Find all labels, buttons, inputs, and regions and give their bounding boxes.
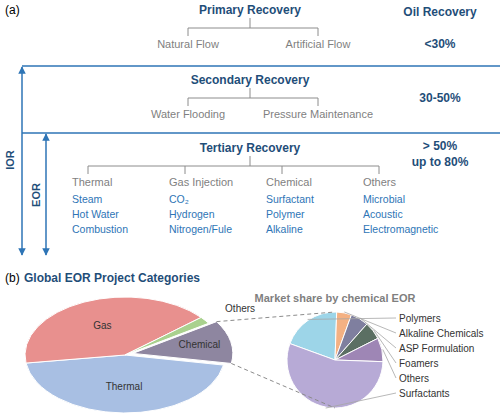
branch-label: Chemical [266, 176, 312, 188]
branch-label: Natural Flow [157, 38, 219, 50]
tree-bar [88, 166, 379, 167]
tree-stem [250, 88, 251, 98]
chart-title: Global EOR Project Categories [24, 271, 200, 285]
column-header: Oil Recovery [403, 5, 477, 19]
leader-line [383, 349, 396, 378]
slice-label: Others [399, 373, 429, 384]
slice-label: Others [225, 303, 255, 314]
panel-label: (b) [5, 271, 20, 285]
connector [231, 363, 335, 408]
leader-line [326, 393, 396, 408]
recovery-range: up to 80% [412, 155, 469, 169]
leader-line [360, 318, 396, 348]
tree-drop [88, 166, 89, 174]
slice-label: Foamers [399, 358, 438, 369]
branch-label: Pressure Maintenance [263, 108, 373, 120]
pie-slices [287, 312, 383, 408]
ior-label: IOR [4, 150, 16, 170]
method-item: Microbial [363, 193, 405, 205]
method-item: Polymer [266, 208, 305, 220]
method-item: Alkaline [266, 223, 303, 235]
branch-label: Water Flooding [151, 108, 225, 120]
pie-slice [26, 355, 224, 413]
tree-bar [188, 98, 318, 99]
tree-drop [185, 166, 186, 174]
stage-separator [22, 65, 500, 67]
figure: (a) Oil Recovery Primary Recovery <30% Natur… [0, 0, 500, 419]
pie-slice [287, 344, 383, 408]
method-item: Surfactant [266, 193, 314, 205]
method-item: Steam [72, 193, 103, 205]
tree-drop [188, 28, 189, 36]
tree-stem [250, 18, 251, 28]
tree-drop [188, 98, 189, 106]
eor-arrow [45, 134, 47, 255]
slice-label: Surfactants [399, 388, 450, 399]
slice-label: ASP Formulation [399, 343, 474, 354]
pie-slice [133, 322, 233, 364]
method-item: Combustion [72, 223, 128, 235]
chart-title: Market share by chemical EOR [255, 292, 416, 304]
connector [217, 312, 335, 322]
method-item: Nitrogen/Fule [169, 223, 232, 235]
tree-drop [318, 28, 319, 36]
slice-label: Gas [93, 320, 111, 331]
slice-label: Chemical [179, 339, 221, 350]
slice-label: Alkaline Chemicals [399, 328, 483, 339]
panel-label: (a) [5, 3, 20, 17]
stage-separator [22, 132, 500, 134]
page: (a) Oil Recovery Primary Recovery <30% Natur… [0, 0, 500, 419]
slice-label: Thermal [106, 381, 143, 392]
method-item: CO₂ [169, 193, 189, 205]
stage-title: Primary Recovery [199, 3, 301, 17]
branch-label: Gas Injection [169, 176, 233, 188]
ior-arrow [21, 67, 23, 255]
recovery-range: 30-50% [419, 91, 461, 105]
tree-drop [379, 166, 380, 174]
tree-drop [282, 166, 283, 174]
pie-slice [335, 338, 383, 361]
branch-label: Thermal [72, 176, 112, 188]
eor-label: EOR [30, 183, 42, 207]
method-item: Hot Water [72, 208, 119, 220]
slice-label: Polymers [399, 313, 441, 324]
method-item: Electromagnetic [363, 223, 438, 235]
recovery-range: > 50% [423, 139, 458, 153]
stage-title: Tertiary Recovery [200, 141, 301, 155]
leader-line [374, 330, 396, 363]
method-item: Hydrogen [169, 208, 215, 220]
branch-label: Artificial Flow [286, 38, 351, 50]
pie-slices [25, 297, 233, 413]
tree-stem [250, 156, 251, 166]
stage-title: Secondary Recovery [191, 73, 310, 87]
tree-bar [188, 28, 318, 29]
method-item: Acoustic [363, 208, 403, 220]
leader-line [308, 318, 396, 319]
leader-line [344, 312, 396, 333]
recovery-range: <30% [424, 37, 455, 51]
tree-drop [318, 98, 319, 106]
branch-label: Others [363, 176, 397, 188]
